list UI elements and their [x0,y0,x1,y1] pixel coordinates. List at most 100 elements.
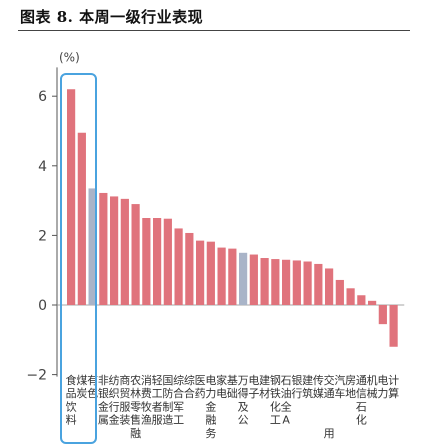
bar-30 [378,305,387,325]
category-label-char: 建 [259,373,270,387]
bar-24 [314,263,323,305]
category-label-char: 融 [205,414,216,427]
category-label-char: 得 [238,387,249,400]
category-label-char: 力 [205,387,216,400]
bar-3 [88,188,97,305]
category-label-char: 国 [162,374,173,387]
category-label-char: 电 [205,374,216,387]
category-label-char: 金 [205,399,216,413]
category-label-char: 品 [66,387,77,400]
category-label-char: 电 [377,374,388,387]
bar-9 [153,218,162,305]
bar-22 [292,260,301,305]
y-tick-label: 6 [38,89,47,105]
category-label-char: 石 [356,400,367,413]
bar-27 [346,288,355,305]
category-label-char: 金 [98,399,109,413]
category-label-char: 算 [388,386,399,400]
category-label-char: 钢 [270,374,281,387]
category-label-char: 料 [66,413,77,427]
category-label-char: 车 [334,386,345,400]
title-underline [18,30,410,31]
category-label-char: 通 [356,374,367,387]
category-label-char: 铁 [270,387,281,400]
category-label-char: 石 [281,374,292,387]
bar-12 [185,232,194,305]
category-label-char: 计 [388,374,399,387]
bar-5 [110,196,119,305]
bar-7 [131,204,140,305]
bar-10 [163,218,172,305]
category-label-char: 用 [324,427,335,440]
figure-title: 图表 8. 本周一级行业表现 [20,8,204,26]
category-label-char: 农 [130,373,141,387]
bar-1 [67,89,76,306]
category-label-char: 电 [248,374,259,387]
bar-19 [260,258,269,305]
category-label-char: 售 [130,413,141,427]
category-label-char: 有 [87,373,98,387]
category-label-char: 建 [302,373,313,387]
bar-13 [196,240,205,305]
category-label-char: 家 [216,373,227,387]
category-label-char: 交 [324,373,335,387]
category-label-char: 汽 [334,373,345,387]
category-label-char: 合 [184,386,195,400]
bar-15 [217,247,226,305]
category-label-char: 零 [130,400,141,413]
bar-14 [206,241,215,305]
category-label-char: 融 [130,427,141,440]
category-label-char: 万 [238,374,249,387]
bar-26 [335,279,344,305]
category-label-char: 电 [216,387,227,400]
category-label-char: 油 [281,386,292,400]
bar-23 [303,261,312,305]
category-label-char: 综 [173,373,184,387]
category-label-char: 媒 [313,387,324,400]
y-tick-label: 0 [38,298,47,314]
category-label-char: 造 [162,413,173,427]
category-label-char: 银 [98,386,109,400]
category-label-char: 药 [195,387,206,400]
category-label-char: 贸 [119,387,130,400]
category-label-char: 食 [66,373,77,387]
category-label-char: 色 [87,386,98,400]
bar-4 [99,192,108,305]
category-label-char: 材 [259,386,270,400]
category-label-char: 炭 [76,387,87,400]
category-label-char: 行 [291,387,302,400]
category-label-char: 林 [130,386,141,400]
category-label-char: 织 [109,387,120,400]
category-label-char: 信 [356,387,367,400]
category-label-char: 合 [173,386,184,400]
category-label-char: 金 [109,413,120,427]
category-label-char: 通 [324,387,335,400]
category-label-char: 防 [162,386,173,400]
y-tick-label: 2 [38,228,47,244]
category-label-char: 饮 [66,400,77,413]
category-label-char: 及 [238,400,249,413]
bar-2 [77,132,86,305]
category-label-char: 煤 [76,374,87,387]
category-label-char: 全 [281,399,292,413]
bar-8 [142,218,151,305]
bar-31 [389,305,398,347]
bar-18 [249,254,258,305]
category-label-char: 机 [367,373,378,387]
category-label-char: 商 [119,373,130,387]
category-label-char: 工 [173,414,184,427]
category-label-char: 传 [313,374,324,387]
bar-11 [174,228,183,305]
bar-16 [228,248,237,305]
y-tick-label: −2 [26,368,47,384]
y-tick-label: 4 [38,159,47,175]
category-label-char: 综 [184,373,195,387]
category-label-char: 础 [227,387,238,400]
category-label-char: 者 [152,400,163,413]
category-label-char: 纺 [109,373,120,387]
category-label-char: 房 [345,374,356,387]
category-label-char: 基 [227,374,238,387]
category-label-char: 装 [119,414,130,427]
bar-28 [357,295,366,305]
bar-6 [120,198,129,305]
